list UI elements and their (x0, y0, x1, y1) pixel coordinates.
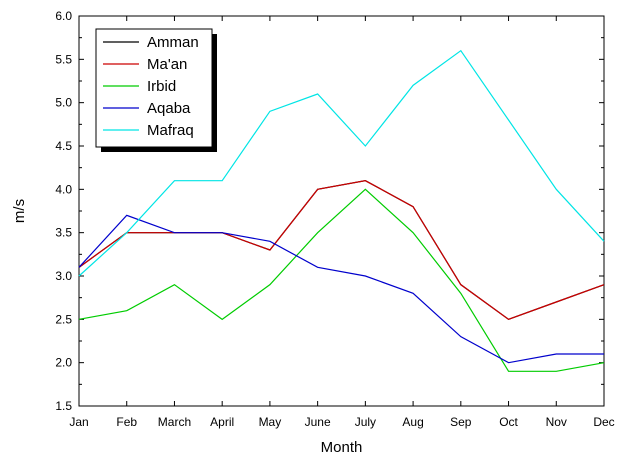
y-tick-label-2-5: 2.5 (55, 312, 72, 326)
y-tick-label-4-0: 4.0 (55, 182, 72, 196)
x-tick-label-april: April (210, 415, 234, 429)
x-tick-label-july: July (355, 415, 376, 429)
x-tick-label-feb: Feb (116, 415, 137, 429)
x-tick-label-march: March (158, 415, 191, 429)
y-tick-label-6-0: 6.0 (55, 9, 72, 23)
series-lines (78, 49, 605, 372)
x-tick-label-may: May (259, 415, 282, 429)
y-tick-label-5-5: 5.5 (55, 52, 72, 66)
y-tick-label-1-5: 1.5 (55, 399, 72, 413)
x-tick-label-sep: Sep (450, 415, 472, 429)
x-tick-label-aug: Aug (402, 415, 423, 429)
y-tick-label-4-5: 4.5 (55, 139, 72, 153)
legend-label-irbid: Irbid (147, 78, 176, 95)
series-line-aqaba (78, 214, 604, 364)
y-axis: 1.5 2.0 2.5 3.0 3.5 4.0 4.5 5.0 5.5 6.0 (55, 9, 604, 413)
x-axis: Jan Feb March April May June July Aug Sep Oct Nov D… (69, 16, 615, 429)
legend-label-ma-an: Ma'an (147, 56, 187, 73)
legend-box (95, 28, 213, 148)
series-line-ma-an (78, 180, 605, 321)
x-tick-label-jan: Jan (69, 415, 88, 429)
y-tick-label-2-0: 2.0 (55, 356, 72, 370)
x-tick-label-nov: Nov (546, 415, 567, 429)
series-line-mafraq (78, 49, 605, 277)
legend: Amman Ma'an Irbid Aqaba Mafraq (95, 28, 217, 152)
legend-label-mafraq: Mafraq (147, 122, 194, 139)
legend-label-amman: Amman (147, 34, 199, 51)
legend-label-aqaba: Aqaba (147, 100, 191, 117)
series-line-irbid (78, 188, 605, 372)
x-tick-label-june: June (305, 415, 331, 429)
x-tick-label-oct: Oct (499, 415, 518, 429)
y-tick-label-5-0: 5.0 (55, 96, 72, 110)
x-tick-label-dec: Dec (593, 415, 614, 429)
y-tick-label-3-5: 3.5 (55, 226, 72, 240)
x-axis-title: Month (321, 439, 363, 456)
y-tick-label-3-0: 3.0 (55, 269, 72, 283)
y-axis-title: m/s (11, 199, 28, 223)
